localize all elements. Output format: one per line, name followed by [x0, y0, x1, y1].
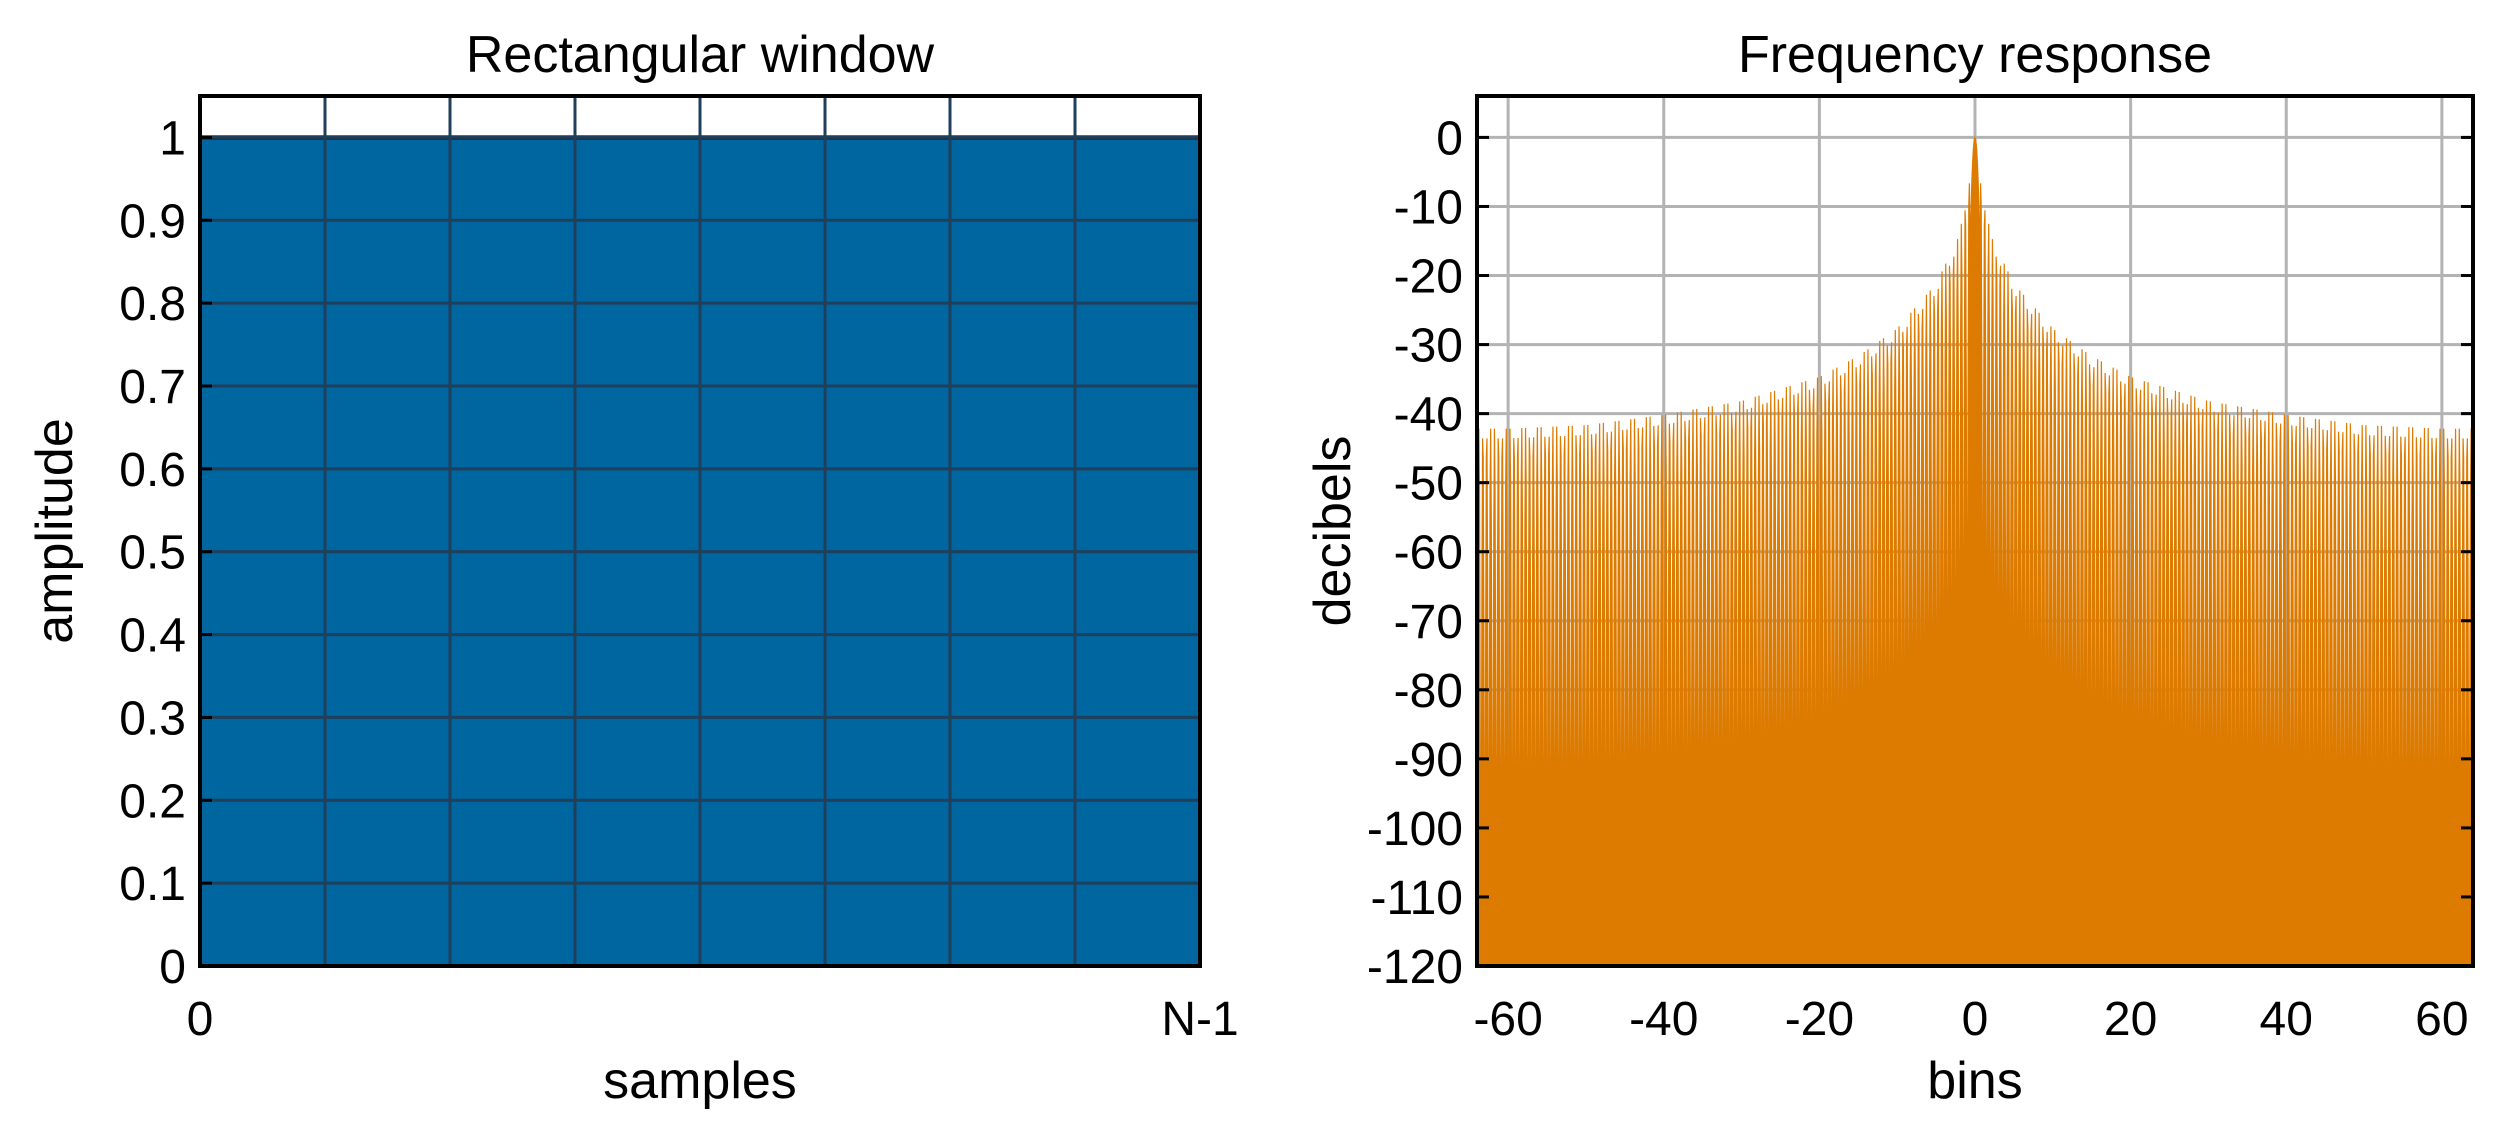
chart-rectangular-window: Rectangular window 0 0.1 0.2 0.3 0.4 0.5 0.6 0.… — [26, 26, 1239, 1110]
y-tick-label: 0.7 — [119, 361, 186, 414]
chart1-tick-layer: 0 0.1 0.2 0.3 0.4 0.5 0.6 0.7 0.8 0.9 1 0 N-1 — [119, 112, 1238, 1046]
chart1-title: Rectangular window — [466, 26, 935, 84]
y-tick-label: 1 — [159, 112, 186, 165]
chart-frequency-response: Frequency response 0 -10 -20 -30 -40 -50 -60 -7… — [1304, 26, 2475, 1110]
chart2-title: Frequency response — [1738, 26, 2212, 84]
chart1-xlabel: samples — [603, 1052, 797, 1110]
y-tick-label: -100 — [1367, 803, 1463, 856]
x-tick-label: -20 — [1785, 993, 1854, 1046]
x-tick-label: 40 — [2260, 993, 2313, 1046]
y-tick-label: -90 — [1394, 734, 1463, 787]
chart1-grid — [200, 96, 1200, 966]
y-tick-label: 0 — [1436, 112, 1463, 165]
chart2-frame — [1475, 94, 2475, 968]
spectrum-fill-area — [1476, 135, 2474, 967]
x-tick-label: -60 — [1473, 993, 1542, 1046]
y-tick-label: -50 — [1394, 458, 1463, 511]
y-tick-label: 0.1 — [119, 858, 186, 911]
chart1-frame — [198, 94, 1202, 968]
chart2-xlabel: bins — [1927, 1052, 2022, 1110]
y-tick-label: 0.5 — [119, 527, 186, 580]
y-tick-label: -70 — [1394, 596, 1463, 649]
y-tick-label: -60 — [1394, 527, 1463, 580]
y-tick-label: 0.4 — [119, 610, 186, 663]
y-tick-label: -80 — [1394, 665, 1463, 718]
chart2-ylabel: decibels — [1304, 436, 1362, 627]
y-tick-label: -10 — [1394, 181, 1463, 234]
y-tick-label: 0.8 — [119, 278, 186, 331]
y-tick-label: -120 — [1367, 941, 1463, 994]
chart1-ylabel: amplitude — [26, 418, 84, 643]
chart2-area-layer — [1476, 135, 2474, 967]
x-tick-label: 0 — [187, 993, 214, 1046]
y-tick-label: 0.9 — [119, 195, 186, 248]
x-tick-label: 60 — [2415, 993, 2468, 1046]
x-tick-label: 0 — [1962, 993, 1989, 1046]
x-tick-label: -40 — [1629, 993, 1698, 1046]
y-tick-label: -110 — [1370, 872, 1463, 925]
y-tick-label: 0 — [159, 941, 186, 994]
y-tick-label: 0.6 — [119, 444, 186, 497]
x-tick-label: 20 — [2104, 993, 2157, 1046]
y-tick-label: -20 — [1394, 251, 1463, 304]
chart2-tick-layer: 0 -10 -20 -30 -40 -50 -60 -70 -80 -90 -100 -110 -120… — [1367, 112, 2473, 1046]
y-tick-label: 0.3 — [119, 692, 186, 745]
y-tick-label: -30 — [1394, 320, 1463, 373]
x-tick-label: N-1 — [1161, 993, 1238, 1046]
y-tick-label: -40 — [1394, 389, 1463, 442]
y-tick-label: 0.2 — [119, 775, 186, 828]
